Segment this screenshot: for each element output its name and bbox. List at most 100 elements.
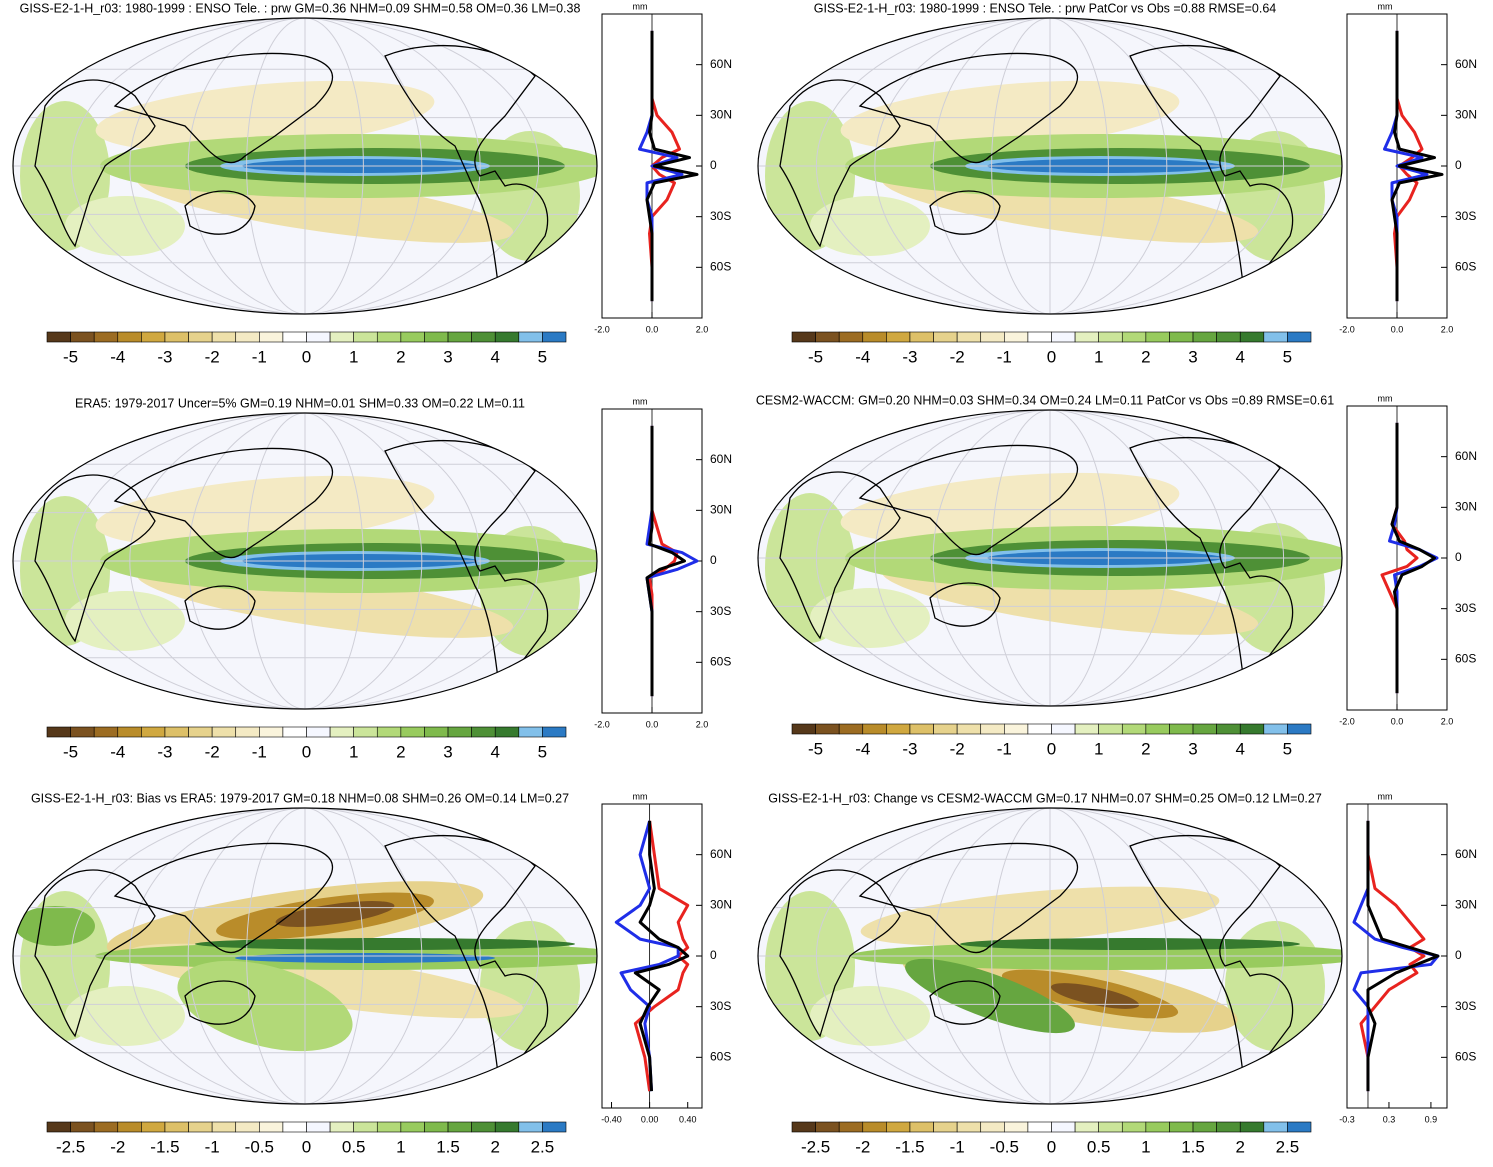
- y-tick-label: 60S: [710, 1050, 731, 1064]
- colorbar-label: 2: [1141, 739, 1150, 758]
- x-tick-label: -0.3: [1339, 1114, 1355, 1124]
- meridian: [129, 413, 481, 709]
- panel: GISS-E2-1-H_r03: 1980-1999 : ENSO Tele. …: [12, 1, 732, 366]
- colorbar-cell: [1192, 1121, 1217, 1133]
- meridian: [187, 808, 423, 1104]
- colorbar-cell: [1051, 1121, 1076, 1133]
- colorbar-cell: [46, 1121, 71, 1133]
- colorbar-cell: [791, 331, 816, 343]
- colorbar-cell: [93, 726, 119, 738]
- profile-units: mm: [633, 791, 648, 801]
- y-tick-label: 0: [710, 553, 717, 567]
- colorbar-label: 4: [490, 347, 499, 366]
- colorbar-label: 5: [538, 347, 547, 366]
- colorbar-label: 4: [1235, 739, 1244, 758]
- y-tick-label: 60N: [710, 452, 732, 466]
- colorbar-cell: [980, 331, 1005, 343]
- profile-line: [633, 820, 690, 1092]
- map-border: [12, 17, 598, 315]
- map-border: [757, 17, 1343, 315]
- colorbar-cell: [1216, 331, 1241, 343]
- colorbar-cell: [1287, 723, 1312, 735]
- colorbar-label: 1: [396, 1137, 405, 1156]
- colorbar-cell: [164, 331, 189, 343]
- colorbar-cell: [518, 726, 543, 738]
- colorbar-label: -1: [252, 742, 267, 761]
- colorbar-cell: [1263, 331, 1288, 343]
- coastline: [929, 190, 1001, 235]
- colorbar-cell: [447, 331, 472, 343]
- colorbar-label: -2: [855, 1137, 870, 1156]
- colorbar-label: 0: [302, 742, 311, 761]
- colorbar-cell: [424, 726, 449, 738]
- colorbar-cell: [1074, 331, 1099, 343]
- coastline: [779, 471, 901, 640]
- colorbar-cell: [164, 726, 189, 738]
- colorbar-cell: [235, 726, 260, 738]
- colorbar-cell: [400, 726, 425, 738]
- colorbar-label: -5: [808, 739, 823, 758]
- colorbar-cell: [956, 1121, 982, 1133]
- colorbar-cell: [282, 331, 307, 343]
- colorbar-cell: [306, 331, 331, 343]
- map-border: [12, 807, 598, 1105]
- coastline: [858, 52, 1079, 164]
- colorbar-cell: [1216, 1121, 1241, 1133]
- colorbar-label: 0: [1047, 347, 1056, 366]
- colorbar-cell: [259, 726, 284, 738]
- colorbar-label: -2: [950, 347, 965, 366]
- x-tick-label: 0.0: [1391, 716, 1404, 726]
- meridian: [70, 413, 540, 709]
- colorbar-cell: [518, 1121, 543, 1133]
- colorbar-cell: [471, 331, 496, 343]
- colorbar-cell: [141, 331, 166, 343]
- colorbar-label: 1: [349, 742, 358, 761]
- field-patch: [960, 938, 1300, 950]
- colorbar-cell: [1074, 723, 1099, 735]
- colorbar-cell: [791, 723, 816, 735]
- x-tick-label: 0.00: [641, 1114, 659, 1124]
- colorbar-cell: [1192, 331, 1217, 343]
- colorbar-cell: [164, 1121, 189, 1133]
- panel: CESM2-WACCM: GM=0.20 NHM=0.03 SHM=0.34 O…: [756, 393, 1477, 758]
- colorbar-label: -1: [997, 739, 1012, 758]
- field-patch: [177, 960, 353, 1052]
- meridian: [815, 18, 1285, 314]
- colorbar-cell: [1287, 331, 1312, 343]
- field-patch: [840, 80, 1180, 152]
- colorbar-label: -3: [902, 739, 917, 758]
- profile-units: mm: [1378, 1, 1393, 11]
- colorbar-cell: [117, 726, 142, 738]
- colorbar-label: -1.5: [150, 1137, 179, 1156]
- y-tick-label: 30S: [1455, 209, 1476, 223]
- colorbar-label: -0.5: [245, 1137, 274, 1156]
- y-tick-label: 30S: [710, 209, 731, 223]
- y-tick-label: 60S: [710, 260, 731, 274]
- colorbar-label: 2: [490, 1137, 499, 1156]
- colorbar-cell: [838, 331, 864, 343]
- colorbar-label: -1: [997, 347, 1012, 366]
- colorbar-cell: [980, 723, 1005, 735]
- colorbar-cell: [1121, 1121, 1147, 1133]
- profile-line: [614, 820, 680, 1092]
- x-tick-label: 0.9: [1425, 1114, 1438, 1124]
- colorbar-cell: [862, 1121, 887, 1133]
- colorbar-cell: [815, 723, 840, 735]
- panel-title: GISS-E2-1-H_r03: Change vs CESM2-WACCM G…: [768, 791, 1322, 805]
- colorbar-cell: [886, 723, 911, 735]
- colorbar-cell: [933, 1121, 958, 1133]
- field-patch: [810, 588, 930, 648]
- coastline: [858, 444, 1079, 556]
- coastline: [113, 52, 334, 164]
- x-tick-label: -2.0: [1339, 716, 1355, 726]
- meridian: [874, 808, 1226, 1104]
- colorbar-label: 2: [1235, 1137, 1244, 1156]
- y-tick-label: 60S: [1455, 652, 1476, 666]
- meridian: [874, 18, 1226, 314]
- colorbar-cell: [1051, 331, 1076, 343]
- colorbar-cell: [1216, 723, 1241, 735]
- colorbar-label: 4: [1235, 347, 1244, 366]
- colorbar-cell: [909, 1121, 934, 1133]
- meridian: [932, 410, 1168, 706]
